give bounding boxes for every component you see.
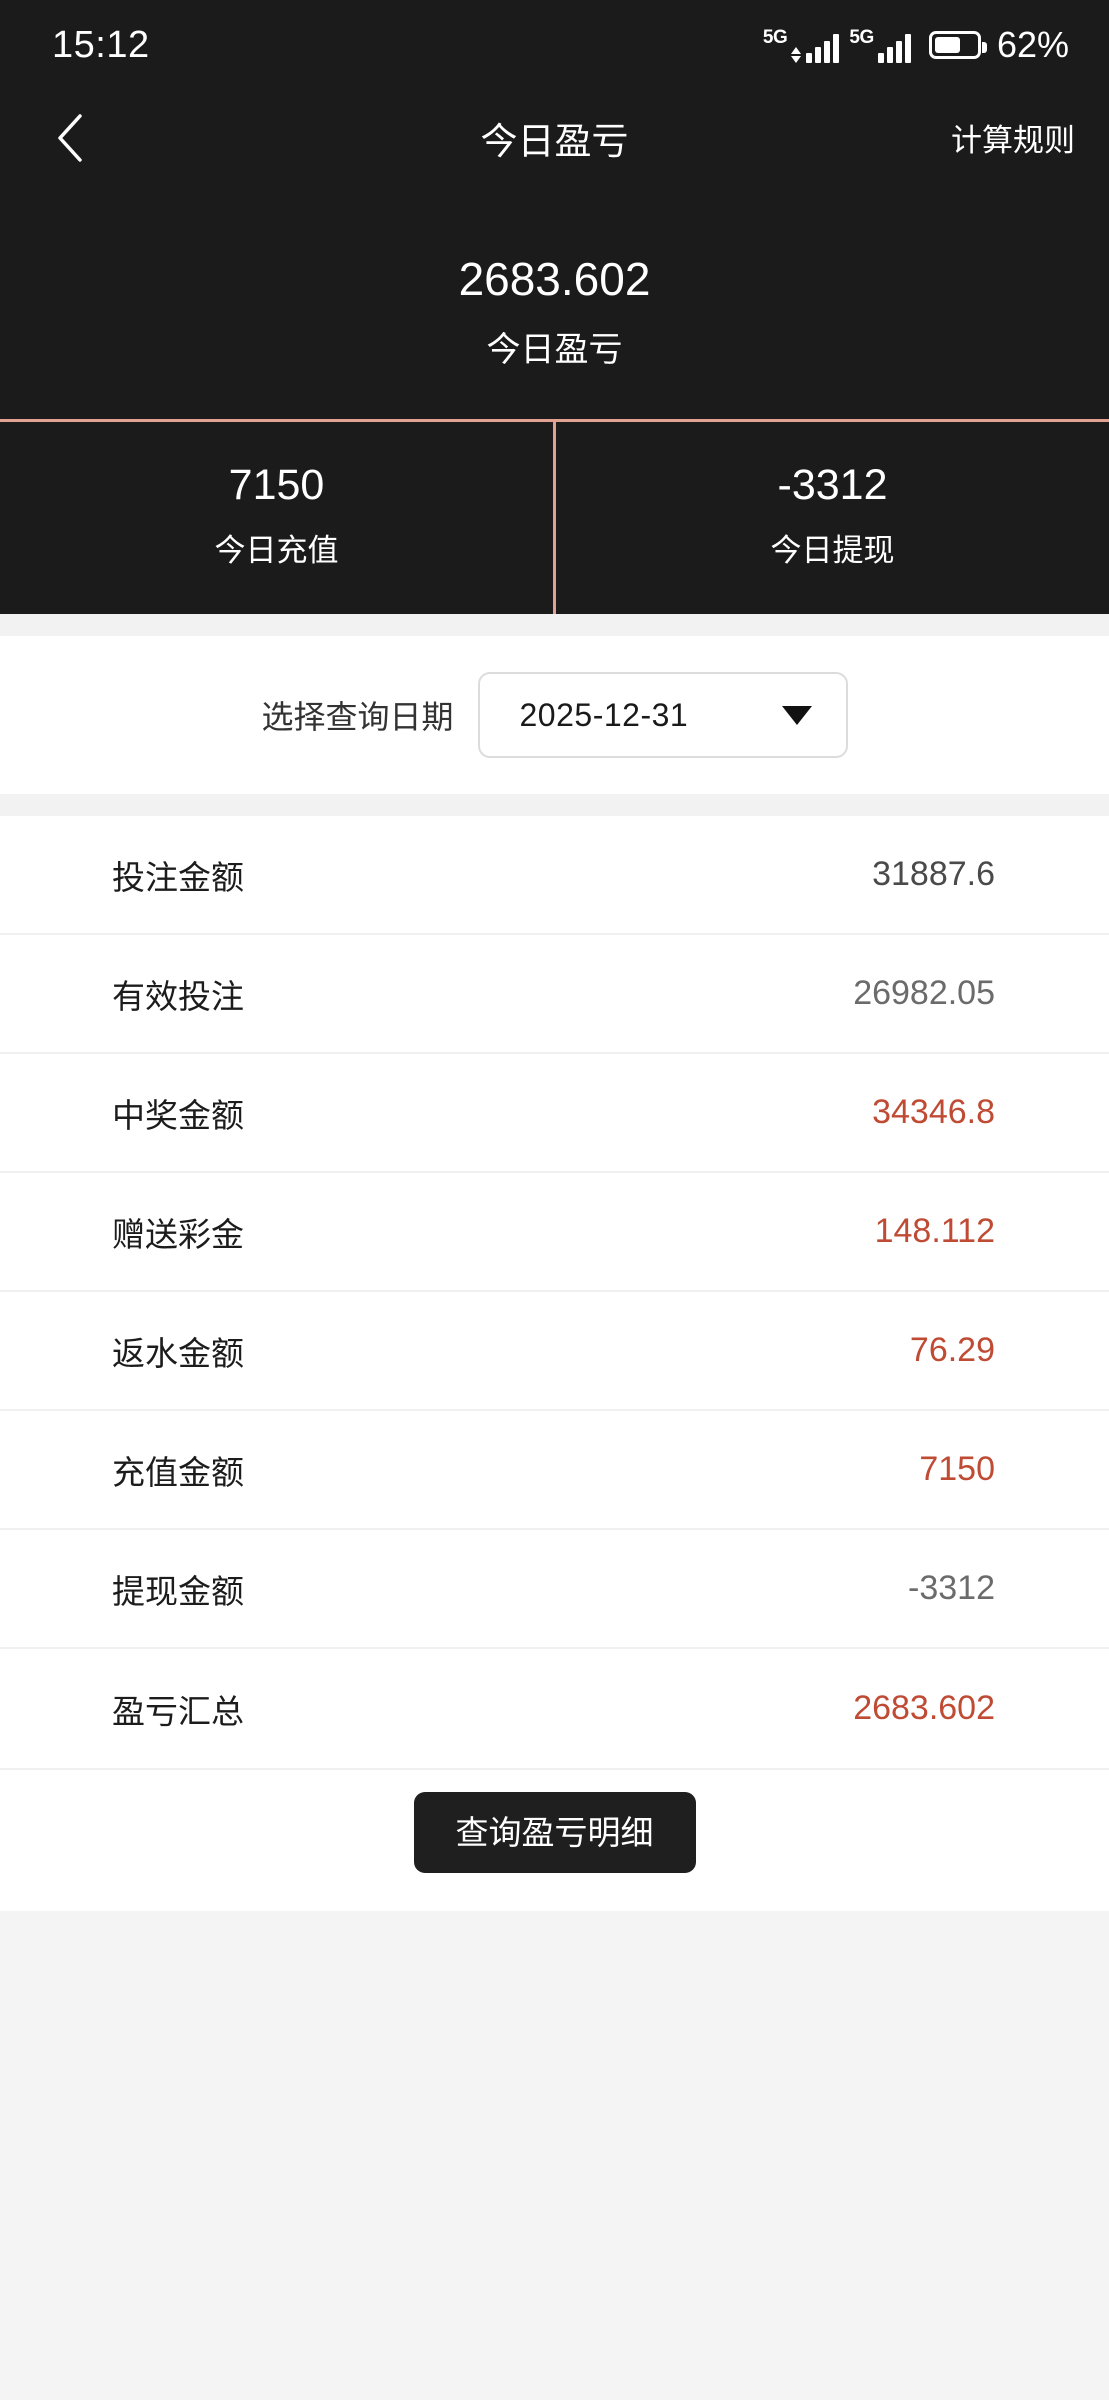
- page-filler: [0, 1911, 1109, 2400]
- date-filter-label: 选择查询日期: [261, 699, 454, 736]
- detail-row-label: 中奖金额: [112, 1096, 244, 1134]
- summary-stat-label: 今日提现: [770, 533, 895, 569]
- signal-indicator-sim2: 5G: [849, 28, 911, 63]
- detail-row-value: 2683.602: [853, 1689, 995, 1728]
- status-bar-clock: 15:12: [52, 23, 150, 66]
- detail-row: 提现金额 -3312: [0, 1530, 1109, 1650]
- detail-button-area: 查询盈亏明细: [0, 1768, 1109, 1912]
- hero-label: 今日盈亏: [486, 330, 623, 369]
- detail-row: 中奖金额 34346.8: [0, 1054, 1109, 1174]
- section-spacer: [0, 614, 1109, 637]
- detail-row: 有效投注 26982.05: [0, 935, 1109, 1055]
- signal-bars-icon-2: [877, 33, 911, 63]
- date-select-value: 2025-12-31: [519, 696, 689, 733]
- detail-row-label: 投注金额: [112, 858, 244, 896]
- detail-row-value: 34346.8: [872, 1093, 995, 1132]
- data-transfer-icon: [791, 33, 802, 63]
- summary-stat-value: -3312: [777, 460, 888, 509]
- detail-row-value: 31887.6: [872, 855, 995, 894]
- status-bar-indicators: 5G 5G 62%: [763, 24, 1069, 66]
- detail-row-label: 提现金额: [112, 1572, 244, 1610]
- detail-row-value: 7150: [919, 1450, 995, 1489]
- status-bar: 15:12 5G 5G 62%: [0, 0, 1109, 90]
- detail-row: 返水金额 76.29: [0, 1292, 1109, 1412]
- back-button[interactable]: [30, 98, 110, 178]
- battery-icon: [928, 31, 987, 59]
- signal-bars-icon-1: [806, 33, 840, 63]
- detail-row-value: -3312: [908, 1569, 995, 1608]
- date-filter-bar: 选择查询日期 2025-12-31: [0, 636, 1109, 795]
- hero-summary: 2683.602 今日盈亏: [0, 185, 1109, 419]
- calculation-rules-link[interactable]: 计算规则: [951, 123, 1075, 158]
- summary-stat-withdrawal: -3312 今日提现: [553, 421, 1109, 615]
- detail-row-value: 76.29: [909, 1331, 995, 1370]
- page-title: 今日盈亏: [480, 120, 629, 162]
- detail-row-label: 赠送彩金: [112, 1215, 244, 1253]
- section-spacer: [0, 794, 1109, 817]
- detail-row-label: 返水金额: [112, 1334, 244, 1372]
- detail-row-value: 148.112: [874, 1212, 995, 1251]
- network-type-label-2: 5G: [849, 26, 874, 48]
- detail-row-label: 充值金额: [112, 1453, 244, 1491]
- detail-rows: 投注金额 31887.6 有效投注 26982.05 中奖金额 34346.8 赠送彩金 14…: [0, 816, 1109, 1769]
- summary-stats: 7150 今日充值 -3312 今日提现: [0, 418, 1109, 615]
- date-select[interactable]: 2025-12-31: [477, 672, 848, 759]
- detail-row-value: 26982.05: [853, 974, 995, 1013]
- detail-row: 投注金额 31887.6: [0, 816, 1109, 936]
- hero-value: 2683.602: [458, 253, 651, 305]
- chevron-left-icon: [58, 113, 82, 162]
- network-type-label-1: 5G: [762, 26, 788, 48]
- app-header: 今日盈亏 计算规则: [0, 90, 1109, 185]
- detail-row-label: 有效投注: [112, 977, 244, 1015]
- signal-indicator-sim1: 5G: [763, 28, 840, 63]
- detail-row: 赠送彩金 148.112: [0, 1173, 1109, 1293]
- detail-row: 充值金额 7150: [0, 1411, 1109, 1531]
- summary-stat-deposit: 7150 今日充值: [0, 422, 553, 614]
- summary-stat-value: 7150: [228, 460, 325, 509]
- caret-down-icon: [781, 705, 812, 725]
- detail-row: 盈亏汇总 2683.602: [0, 1649, 1109, 1768]
- battery-percent-label: 62%: [996, 24, 1069, 65]
- query-detail-button[interactable]: 查询盈亏明细: [413, 1792, 696, 1874]
- detail-row-label: 盈亏汇总: [112, 1692, 244, 1730]
- summary-stat-label: 今日充值: [214, 533, 339, 569]
